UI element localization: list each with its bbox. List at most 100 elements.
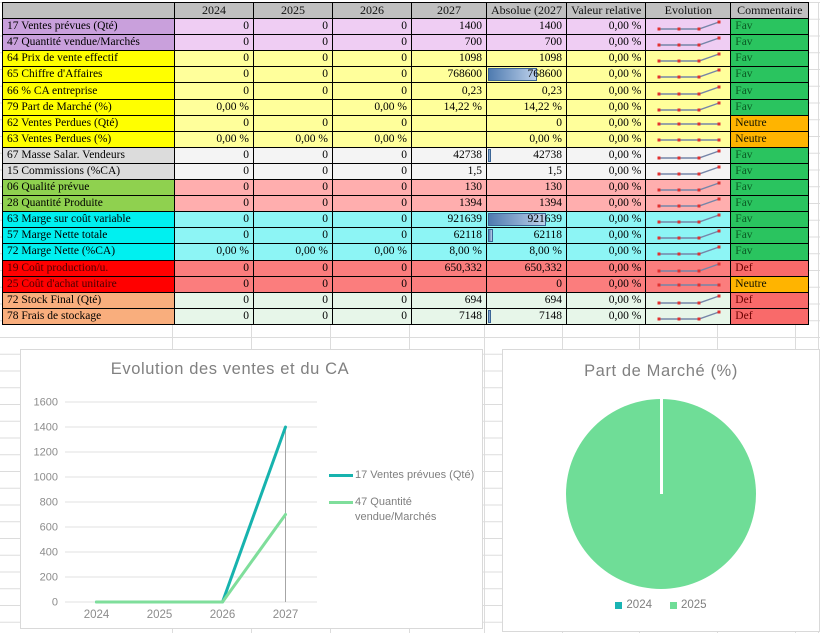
absolute-value-cell[interactable]: 694: [486, 291, 567, 309]
year-value-cell[interactable]: 0: [253, 259, 333, 277]
year-value-cell[interactable]: 0: [332, 50, 412, 68]
year-value-cell[interactable]: 42738: [411, 146, 487, 164]
relative-value-cell[interactable]: 0,00 %: [565, 66, 647, 84]
year-value-cell[interactable]: 0: [174, 179, 254, 197]
evolution-sparkline-cell[interactable]: [645, 307, 732, 325]
absolute-value-cell[interactable]: 768600: [486, 66, 567, 84]
year-value-cell[interactable]: 0: [332, 275, 412, 293]
evolution-sparkline-cell[interactable]: [645, 259, 732, 277]
year-value-cell[interactable]: 694: [411, 291, 487, 309]
legend-item[interactable]: 17 Ventes prévues (Qté): [329, 468, 479, 482]
year-value-cell[interactable]: 0: [174, 66, 254, 84]
year-value-cell[interactable]: 0,00 %: [174, 243, 254, 261]
year-value-cell[interactable]: 0: [174, 275, 254, 293]
row-label[interactable]: 66 % CA entreprise: [2, 82, 175, 100]
row-label[interactable]: 19 Coût production/u.: [2, 259, 175, 277]
relative-value-cell[interactable]: 0,00 %: [565, 18, 647, 36]
evolution-sparkline-cell[interactable]: [645, 179, 732, 197]
year-value-cell[interactable]: 0: [332, 82, 412, 100]
row-label[interactable]: 63 Ventes Perdues (%): [2, 130, 175, 148]
line-chart[interactable]: Evolution des ventes et du CA 0 200 400 600…: [20, 349, 483, 629]
absolute-value-cell[interactable]: 1394: [486, 195, 567, 213]
relative-value-cell[interactable]: 0,00 %: [565, 146, 647, 164]
absolute-value-cell[interactable]: 0,00 %: [486, 130, 567, 148]
year-value-cell[interactable]: 0: [253, 227, 333, 245]
year-value-cell[interactable]: 0: [174, 259, 254, 277]
absolute-value-cell[interactable]: 700: [486, 34, 567, 52]
comment-cell[interactable]: Def: [730, 307, 810, 325]
year-value-cell[interactable]: 0: [174, 162, 254, 181]
evolution-sparkline-cell[interactable]: [645, 34, 732, 52]
relative-value-cell[interactable]: 0,00 %: [565, 275, 647, 293]
year-value-cell[interactable]: 0: [253, 114, 333, 132]
year-value-cell[interactable]: 0: [332, 307, 412, 325]
comment-cell[interactable]: Fav: [730, 98, 810, 116]
row-label[interactable]: 15 Commissions (%CA): [2, 162, 175, 181]
year-value-cell[interactable]: 0: [174, 291, 254, 309]
year-value-cell[interactable]: 0,00 %: [332, 98, 412, 116]
row-label[interactable]: 65 Chiffre d'Affaires: [2, 66, 175, 84]
evolution-sparkline-cell[interactable]: [645, 130, 732, 148]
relative-value-cell[interactable]: 0,00 %: [565, 195, 647, 213]
corner-hatched-cell[interactable]: [2, 1, 175, 20]
comment-cell[interactable]: Neutre: [730, 130, 810, 148]
relative-value-cell[interactable]: 0,00 %: [565, 291, 647, 309]
year-value-cell[interactable]: 0: [332, 179, 412, 197]
relative-value-cell[interactable]: 0,00 %: [565, 50, 647, 68]
comment-cell[interactable]: Fav: [730, 227, 810, 245]
comment-cell[interactable]: Fav: [730, 82, 810, 100]
year-value-cell[interactable]: 0: [332, 18, 412, 36]
year-value-cell[interactable]: 0: [174, 195, 254, 213]
column-header[interactable]: Evolution: [645, 1, 732, 20]
evolution-sparkline-cell[interactable]: [645, 227, 732, 245]
year-value-cell[interactable]: 700: [411, 34, 487, 52]
year-value-cell[interactable]: 7148: [411, 307, 487, 325]
year-value-cell[interactable]: 0: [253, 82, 333, 100]
evolution-sparkline-cell[interactable]: [645, 114, 732, 132]
absolute-value-cell[interactable]: 62118: [486, 227, 567, 245]
row-label[interactable]: 47 Quantité vendue/Marchés: [2, 34, 175, 52]
year-value-cell[interactable]: [253, 98, 333, 116]
column-header[interactable]: 2026: [332, 1, 412, 20]
relative-value-cell[interactable]: 0,00 %: [565, 130, 647, 148]
evolution-sparkline-cell[interactable]: [645, 291, 732, 309]
relative-value-cell[interactable]: 0,00 %: [565, 243, 647, 261]
relative-value-cell[interactable]: 0,00 %: [565, 259, 647, 277]
comment-cell[interactable]: Fav: [730, 146, 810, 164]
year-value-cell[interactable]: 0: [253, 275, 333, 293]
year-value-cell[interactable]: 0: [332, 162, 412, 181]
evolution-sparkline-cell[interactable]: [645, 98, 732, 116]
relative-value-cell[interactable]: 0,00 %: [565, 34, 647, 52]
absolute-value-cell[interactable]: 14,22 %: [486, 98, 567, 116]
year-value-cell[interactable]: 0: [174, 18, 254, 36]
row-label[interactable]: 78 Frais de stockage: [2, 307, 175, 325]
absolute-value-cell[interactable]: 1098: [486, 50, 567, 68]
year-value-cell[interactable]: 0: [332, 291, 412, 309]
evolution-sparkline-cell[interactable]: [645, 195, 732, 213]
year-value-cell[interactable]: 0: [253, 291, 333, 309]
row-label[interactable]: 63 Marge sur coût variable: [2, 211, 175, 229]
row-label[interactable]: 72 Marge Nette (%CA): [2, 243, 175, 261]
year-value-cell[interactable]: 0: [332, 66, 412, 84]
row-label[interactable]: 72 Stock Final (Qté): [2, 291, 175, 309]
year-value-cell[interactable]: 1394: [411, 195, 487, 213]
year-value-cell[interactable]: 8,00 %: [411, 243, 487, 261]
year-value-cell[interactable]: 0: [253, 18, 333, 36]
year-value-cell[interactable]: 0: [174, 82, 254, 100]
comment-cell[interactable]: Fav: [730, 195, 810, 213]
evolution-sparkline-cell[interactable]: [645, 211, 732, 229]
year-value-cell[interactable]: 14,22 %: [411, 98, 487, 116]
evolution-sparkline-cell[interactable]: [645, 18, 732, 36]
year-value-cell[interactable]: 0: [253, 50, 333, 68]
relative-value-cell[interactable]: 0,00 %: [565, 227, 647, 245]
comment-cell[interactable]: Fav: [730, 18, 810, 36]
relative-value-cell[interactable]: 0,00 %: [565, 98, 647, 116]
year-value-cell[interactable]: 0: [174, 50, 254, 68]
year-value-cell[interactable]: 0: [253, 162, 333, 181]
row-label[interactable]: 79 Part de Marché (%): [2, 98, 175, 116]
comment-cell[interactable]: Fav: [730, 66, 810, 84]
year-value-cell[interactable]: 0: [332, 114, 412, 132]
absolute-value-cell[interactable]: 7148: [486, 307, 567, 325]
column-header[interactable]: 2024: [174, 1, 254, 20]
year-value-cell[interactable]: 0: [174, 227, 254, 245]
